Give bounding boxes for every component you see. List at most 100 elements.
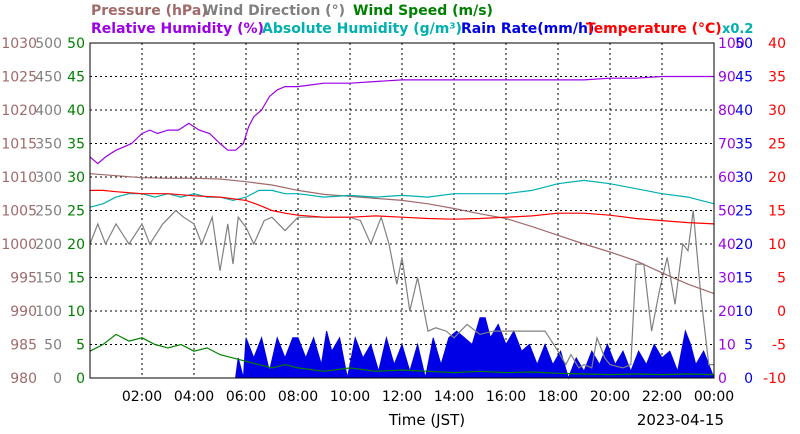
- tick-label-rain-rate: 10: [735, 304, 753, 320]
- tick-label-rain-rate: 15: [735, 271, 753, 287]
- tick-label-relative-humidity: 20: [718, 304, 736, 320]
- tick-label-rain-rate: 30: [735, 170, 753, 186]
- tick-label-wind-direction: 50: [44, 338, 62, 354]
- series-wind-direction: [89, 209, 714, 369]
- tick-label-pressure: 1025: [1, 70, 37, 86]
- tick-label-relative-humidity: 40: [718, 237, 736, 253]
- tick-label-wind-speed: 45: [67, 70, 85, 86]
- tick-label-temperature: 40: [768, 36, 786, 52]
- series-absolute-humidity-g-m: [89, 179, 715, 208]
- tick-label-pressure: 1015: [1, 137, 37, 153]
- x-tick-label: 02:00: [122, 389, 162, 405]
- tick-label-temperature: 35: [768, 70, 786, 86]
- tick-label-wind-direction: 250: [35, 204, 62, 220]
- tick-label-pressure: 1010: [1, 170, 37, 186]
- tick-label-pressure: 985: [10, 338, 37, 354]
- tick-label-relative-humidity: 80: [718, 103, 736, 119]
- tick-label-pressure: 1005: [1, 204, 37, 220]
- tick-label-wind-direction: 450: [35, 70, 62, 86]
- x-tick-label: 14:00: [434, 389, 474, 405]
- tick-label-wind-direction: 300: [35, 170, 62, 186]
- tick-label-wind-speed: 20: [67, 237, 85, 253]
- tick-label-relative-humidity: 100: [718, 36, 745, 52]
- tick-label-rain-rate: 50: [735, 36, 753, 52]
- tick-label-wind-speed: 5: [76, 338, 85, 354]
- tick-label-relative-humidity: 50: [718, 204, 736, 220]
- tick-label-temperature: 5: [777, 271, 786, 287]
- tick-label-relative-humidity: 0: [718, 371, 727, 387]
- tick-label-relative-humidity: 90: [718, 70, 736, 86]
- tick-label-wind-speed: 40: [67, 103, 85, 119]
- tick-label-rain-rate: 5: [744, 338, 753, 354]
- series-wind-speed-m-s: [89, 333, 715, 376]
- tick-label-temperature: 10: [768, 237, 786, 253]
- x-tick-label: 12:00: [382, 389, 422, 405]
- tick-label-rain-rate: 20: [735, 237, 753, 253]
- tick-label-wind-speed: 0: [76, 371, 85, 387]
- tick-label-wind-direction: 150: [35, 271, 62, 287]
- tick-label-pressure: 995: [10, 271, 37, 287]
- tick-label-relative-humidity: 60: [718, 170, 736, 186]
- tick-label-temperature: 25: [768, 137, 786, 153]
- series-layer: [89, 75, 715, 380]
- x-tick-label: 22:00: [642, 389, 682, 405]
- axis-tick-labels: 9809859909951000100510101015102010251030…: [1, 36, 786, 387]
- tick-label-wind-speed: 50: [67, 36, 85, 52]
- tick-label-wind-direction: 0: [53, 371, 62, 387]
- legend: Pressure (hPa)Wind Direction (°) Wind Spe…: [91, 3, 722, 37]
- tick-label-temperature: -10: [763, 371, 786, 387]
- series-rain-rate-area: [235, 317, 715, 380]
- tick-label-rain-rate: 35: [735, 137, 753, 153]
- tick-label-wind-direction: 500: [35, 36, 62, 52]
- legend-item: Wind Direction (°): [203, 3, 345, 19]
- legend-item: Relative Humidity (%): [91, 21, 264, 37]
- legend-item: Rain Rate(mm/h): [461, 21, 594, 37]
- tick-label-temperature: 0: [777, 304, 786, 320]
- date-label: 2023-04-15: [637, 411, 724, 429]
- tick-label-wind-direction: 400: [35, 103, 62, 119]
- tick-label-relative-humidity: 30: [718, 271, 736, 287]
- legend-item: Absolute Humidity (g/m³): [262, 21, 462, 37]
- tick-label-wind-direction: 200: [35, 237, 62, 253]
- tick-label-pressure: 1020: [1, 103, 37, 119]
- tick-label-pressure: 1030: [1, 36, 37, 52]
- x-tick-label: 00:00: [694, 389, 734, 405]
- tick-label-wind-direction: 100: [35, 304, 62, 320]
- tick-label-temperature: 15: [768, 204, 786, 220]
- tick-label-rain-rate: 0: [744, 371, 753, 387]
- series-pressure-hpa: [89, 173, 715, 295]
- x-tick-labels: 02:00 04:00 06:00 08:00 10:00 12:00 14:00 16:00…: [122, 389, 734, 405]
- x-tick-label: 06:00: [226, 389, 266, 405]
- tick-label-rain-rate: 25: [735, 204, 753, 220]
- tick-label-wind-speed: 10: [67, 304, 85, 320]
- x-tick-label: 20:00: [590, 389, 630, 405]
- grid-lines: [90, 43, 714, 378]
- x-axis-title: Time (JST): [388, 411, 465, 429]
- tick-label-temperature: -5: [772, 338, 786, 354]
- tick-label-temperature: 20: [768, 170, 786, 186]
- tick-label-rain-rate: 45: [735, 70, 753, 86]
- legend-item: Temperature (°C): [586, 21, 722, 37]
- x-tick-label: 08:00: [278, 389, 318, 405]
- tick-label-pressure: 980: [10, 371, 37, 387]
- x-tick-label: 04:00: [174, 389, 214, 405]
- tick-label-temperature: 30: [768, 103, 786, 119]
- legend-item: Pressure (hPa): [91, 3, 208, 19]
- tick-label-rain-rate: 40: [735, 103, 753, 119]
- tick-label-wind-speed: 25: [67, 204, 85, 220]
- tick-label-wind-speed: 35: [67, 137, 85, 153]
- tick-label-pressure: 1000: [1, 237, 37, 253]
- scale-note: x0.2: [722, 22, 753, 37]
- x-tick-label: 16:00: [486, 389, 526, 405]
- tick-label-wind-speed: 15: [67, 271, 85, 287]
- tick-label-relative-humidity: 70: [718, 137, 736, 153]
- tick-label-wind-speed: 30: [67, 170, 85, 186]
- tick-label-wind-direction: 350: [35, 137, 62, 153]
- x-tick-label: 18:00: [538, 389, 578, 405]
- series-relative-humidity: [89, 75, 714, 165]
- series-temperature-c: [90, 189, 715, 225]
- legend-item: Wind Speed (m/s): [353, 3, 493, 19]
- x-tick-label: 10:00: [330, 389, 370, 405]
- plot-frame: [89, 42, 715, 379]
